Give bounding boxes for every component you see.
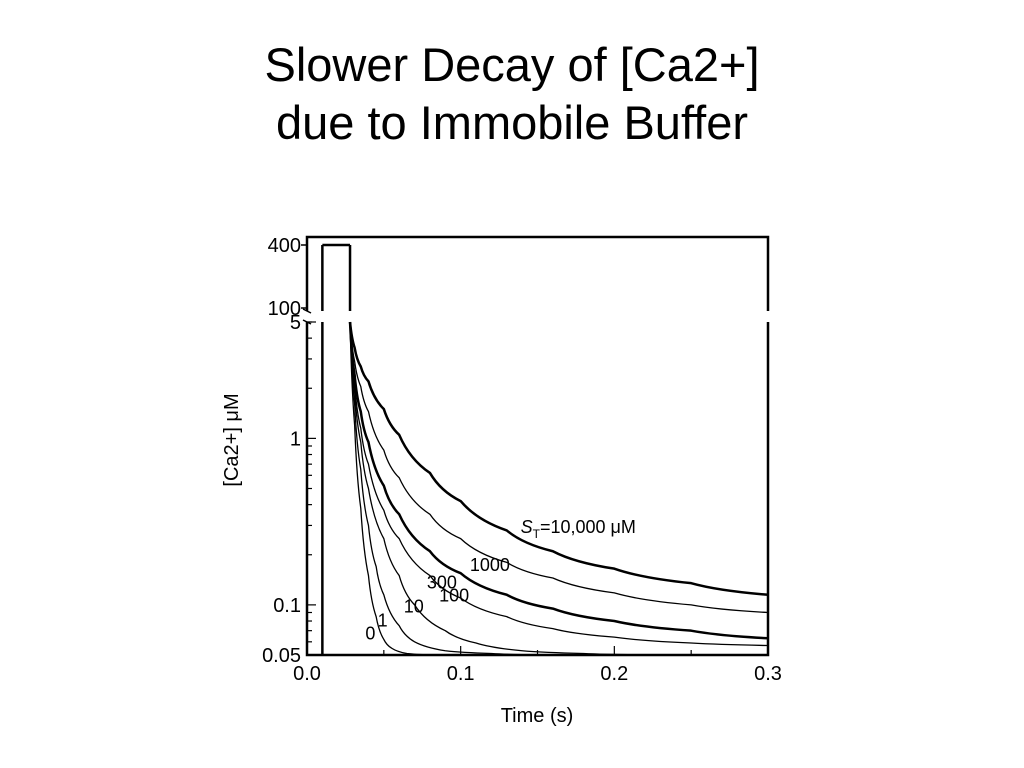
slide-title: Slower Decay of [Ca2+] due to Immobile B… xyxy=(0,36,1024,152)
series-label: 100 xyxy=(439,585,469,605)
decay-curve xyxy=(348,321,769,597)
decay-curve xyxy=(349,321,538,656)
decay-curve xyxy=(349,321,646,656)
decay-curve xyxy=(348,321,769,640)
x-axis-label: Time (s) xyxy=(501,705,574,727)
series-label: 0 xyxy=(365,623,375,643)
slide-title-line-2: due to Immobile Buffer xyxy=(276,96,748,149)
decay-curve xyxy=(349,321,769,614)
decay-curve xyxy=(349,321,430,656)
y-tick-label: 5 xyxy=(290,312,301,334)
x-tick-label: 0.1 xyxy=(447,663,475,685)
series-label: ST=10,000 μM xyxy=(521,517,636,541)
series-label-value: =10,000 μM xyxy=(540,517,636,537)
axis-break-mark xyxy=(302,308,312,314)
x-tick-label: 0.3 xyxy=(754,663,782,685)
series-label-prefix: S xyxy=(521,517,533,537)
y-tick-label: 0.05 xyxy=(262,645,301,667)
y-axis-label: [Ca2+] μM xyxy=(221,393,243,486)
series-label-subscript: T xyxy=(533,527,541,541)
slide-title-line-1: Slower Decay of [Ca2+] xyxy=(264,38,760,91)
upper-panel-frame xyxy=(305,235,770,311)
y-tick-label: 400 xyxy=(268,235,301,257)
y-tick-label: 100 xyxy=(268,298,301,320)
series-label: 300 xyxy=(427,573,457,593)
series-label: 10 xyxy=(404,596,424,616)
y-tick-label: 1 xyxy=(290,428,301,450)
x-tick-label: 0.0 xyxy=(293,663,321,685)
y-tick-label: 0.1 xyxy=(273,595,301,617)
chart-curves xyxy=(321,243,769,656)
x-tick-label: 0.2 xyxy=(600,663,628,685)
decay-curve xyxy=(349,321,769,647)
series-label: 1000 xyxy=(470,555,510,575)
series-label: 1 xyxy=(378,611,388,631)
